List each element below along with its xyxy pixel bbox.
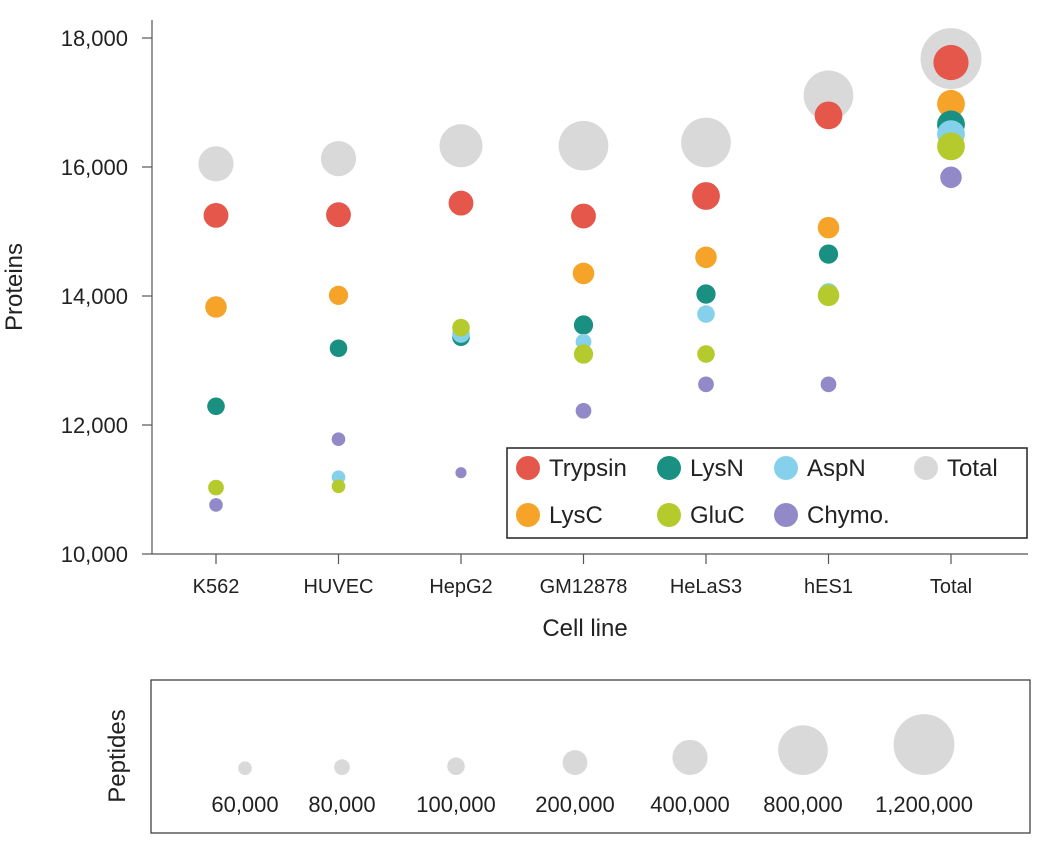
point-chymo-huvec [331,432,346,446]
legend-marker-chymo [774,503,798,527]
point-lysn-hes1 [818,244,839,264]
y-tick-label: 18,000 [61,26,128,51]
point-trypsin-huvec [326,202,351,228]
size-legend-label: 400,000 [650,792,730,817]
legend-marker-total [914,456,938,480]
point-total-k562 [198,146,234,182]
point-lysc-huvec [328,285,349,305]
point-gluc-gm12878 [573,344,594,364]
legend-label-trypsin: Trypsin [549,455,627,482]
y-tick-label: 10,000 [61,542,128,567]
point-lysn-gm12878 [573,315,594,335]
y-tick-label: 12,000 [61,413,128,438]
size-legend-bubble [562,750,588,775]
point-trypsin-gm12878 [571,203,596,229]
point-total-hepg2 [439,124,483,168]
point-total-huvec [320,141,357,177]
size-legend-bubble [334,759,350,775]
size-legend-bubble [447,757,465,775]
size-legend-bubble [672,739,708,775]
x-tick-label: hES1 [804,576,853,598]
point-chymo-hes1 [820,376,837,393]
legend-marker-lysc [516,503,540,527]
point-aspn-helas3 [697,305,715,323]
x-tick-label: GM12878 [540,576,628,598]
x-tick-label: HeLaS3 [670,576,742,598]
legend-label-total: Total [947,455,998,482]
point-total-hes1 [803,70,854,121]
point-gluc-huvec [331,479,346,494]
point-chymo-helas3 [698,376,714,393]
x-tick-label: Total [930,576,972,598]
point-lysc-k562 [205,296,227,318]
size-legend: Peptides 60,000 80,000 100,000 200,000 400,00… [104,679,1031,834]
legend-label-chymo: Chymo. [807,502,890,529]
point-lysn-huvec [329,339,348,358]
point-trypsin-helas3 [692,182,720,210]
point-lysc-total [937,89,965,118]
series-aspn [209,120,965,496]
legend-marker-aspn [774,456,798,480]
point-lysc-hes1 [817,216,840,239]
size-legend-label: 100,000 [416,792,496,817]
legend-label-gluc: GluC [690,502,745,529]
point-gluc-hes1 [817,284,840,307]
legend-label-aspn: AspN [807,455,866,482]
series-chymo [209,166,962,512]
legend-marker-lysn [657,456,681,480]
point-total-gm12878 [558,120,609,171]
size-legend-label: 1,200,000 [875,792,973,817]
size-legend-bubble [238,761,252,775]
point-chymo-total [940,166,962,189]
size-legend-title: Peptides [104,709,131,802]
point-gluc-hepg2 [452,318,470,337]
x-tick-label: HUVEC [303,576,373,598]
plot-area: 10,000 12,000 14,000 16,000 18,000 K562 HUVEC H… [1,20,1028,642]
point-lysc-helas3 [695,246,717,269]
point-gluc-k562 [208,479,224,496]
point-chymo-k562 [209,498,223,512]
point-chymo-hepg2 [455,467,467,479]
series-gluc [208,132,965,496]
legend-marker-trypsin [516,456,540,480]
legend-marker-gluc [657,503,681,527]
x-axis-label: Cell line [542,615,627,642]
size-legend-bubble [893,714,955,775]
legend-label-lysc: LysC [549,502,603,529]
size-legend-label: 800,000 [763,792,843,817]
size-legend-label: 80,000 [308,792,375,817]
point-chymo-gm12878 [575,402,592,419]
point-trypsin-hes1 [814,101,843,130]
point-trypsin-hepg2 [448,190,474,216]
point-lysn-helas3 [696,284,716,304]
x-tick-label: HepG2 [429,576,492,598]
series-lysc [205,89,965,318]
legend-label-lysn: LysN [690,455,744,482]
point-trypsin-k562 [203,202,229,228]
point-total-helas3 [681,117,731,168]
point-trypsin-total [933,44,969,81]
size-legend-label: 60,000 [211,792,278,817]
y-tick-label: 16,000 [61,155,128,180]
size-legend-bubble [778,725,828,776]
legend-box [506,447,1028,539]
legend: Trypsin LysN AspN Total LysC GluC Chymo. [506,447,1028,539]
series-trypsin [203,44,969,229]
y-axis-label: Proteins [1,243,28,331]
point-gluc-helas3 [697,345,715,363]
size-legend-label: 200,000 [535,792,615,817]
size-legend-box [150,679,1031,834]
x-tick-label: K562 [193,576,240,598]
point-gluc-total [937,132,965,161]
y-tick-label: 14,000 [61,284,128,309]
series-total [198,28,982,182]
point-lysc-gm12878 [572,262,595,285]
point-lysn-k562 [207,397,225,416]
